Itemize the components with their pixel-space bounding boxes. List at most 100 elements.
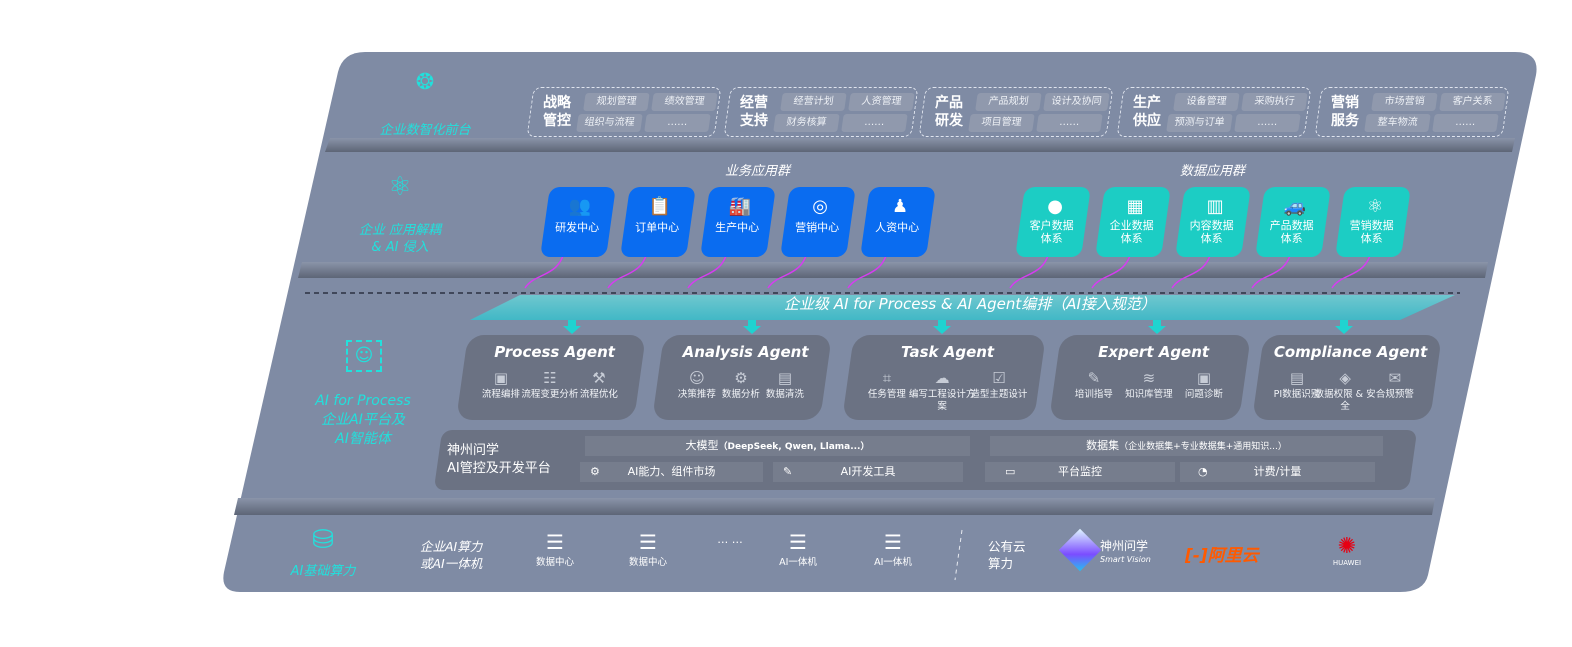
building-icon: ▦ <box>1126 196 1144 217</box>
data-apps-title: 数据应用群 <box>1180 164 1246 179</box>
data-app-card[interactable]: 🚙 产品数据 体系 <box>1255 187 1331 257</box>
aliyun-name: 阿里云 <box>1207 546 1259 566</box>
business-app-card[interactable]: ♟ 人资中心 <box>860 187 936 257</box>
billing-label: 计费/计量 <box>1253 465 1302 478</box>
monitor-label: 平台监控 <box>1058 465 1102 478</box>
front-group-item[interactable]: 产品规划 <box>975 93 1042 111</box>
people-icon: ♟ <box>892 196 909 217</box>
agent-card[interactable]: Expert Agent ✎ 培训指导 ≋ 知识库管理 ▣ 问题诊断 <box>1049 335 1251 420</box>
front-group-title: 战略 管控 <box>543 94 575 130</box>
front-group-item[interactable]: 经营计划 <box>780 93 847 111</box>
car-icon: 🚙 <box>1283 196 1307 217</box>
front-group-item: …… <box>1036 114 1103 132</box>
brain-icon: ❂ <box>415 70 435 95</box>
agent-card[interactable]: Compliance Agent ▤ PI数据识别 ◈ 数据权限 & 安全 ✉ 合规预警 <box>1252 335 1442 420</box>
billing-bar[interactable]: ◔ 计费/计量 <box>1180 462 1375 482</box>
agent-name: Task Agent <box>901 343 995 361</box>
front-group-title-line: 产品 <box>935 95 963 111</box>
user-scan-icon: ☺ <box>346 340 382 372</box>
business-app-label: 订单中心 <box>635 221 680 234</box>
agent-card[interactable]: Analysis Agent ☺ 决策推荐 ⚙ 数据分析 ▤ 数据清洗 <box>652 335 832 420</box>
layer-label-apps-line1: 企业 应用解耦 <box>358 223 442 238</box>
market-bar[interactable]: ⚙ AI能力、组件市场 <box>580 462 763 482</box>
front-group-title-line: 供应 <box>1133 113 1161 129</box>
agent-capability[interactable]: ✉ 合规预警 <box>1360 369 1430 401</box>
front-group-item[interactable]: 采购执行 <box>1241 93 1308 111</box>
data-app-label-line: 体系 <box>1120 232 1143 245</box>
front-group-item[interactable]: 预测与订单 <box>1166 114 1233 132</box>
market-label: AI能力、组件市场 <box>627 465 716 478</box>
layer-label-front: 企业数智化前台 <box>379 123 471 138</box>
clipboard-icon: 📋 <box>648 196 672 217</box>
agent-capability[interactable]: ⚒ 流程优化 <box>564 369 634 401</box>
agent-name: Compliance Agent <box>1273 343 1428 361</box>
team-icon: 👥 <box>568 196 592 217</box>
market-icon: ⚙ <box>590 465 600 478</box>
public-cloud-line2: 算力 <box>988 556 1014 571</box>
data-app-card[interactable]: ▦ 企业数据 体系 <box>1095 187 1171 257</box>
node-label: 数据中心 <box>535 557 574 568</box>
business-app-label: 生产中心 <box>715 221 760 234</box>
private-compute-label: 企业AI算力 或AI一体机 <box>420 538 482 572</box>
front-group-item[interactable]: 绩效管理 <box>651 93 718 111</box>
data-app-card[interactable]: ▥ 内容数据 体系 <box>1175 187 1251 257</box>
business-app-card[interactable]: 📋 订单中心 <box>620 187 696 257</box>
front-group-item[interactable]: 设备管理 <box>1173 93 1240 111</box>
front-group-item[interactable]: 市场营销 <box>1371 93 1438 111</box>
capability-icon: ✉ <box>1388 369 1402 387</box>
front-group-item[interactable]: 财务核算 <box>773 114 840 132</box>
data-app-label-line: 营销数据 <box>1349 219 1394 232</box>
devtools-icon: ✎ <box>783 465 793 478</box>
capability-label: 流程优化 <box>579 389 618 400</box>
dataset-note: （企业数据集+专业数据集+通用知识...） <box>1119 442 1287 452</box>
business-app-card[interactable]: 👥 研发中心 <box>540 187 616 257</box>
front-group-item[interactable]: 客户关系 <box>1439 93 1506 111</box>
llm-bar: 大模型（DeepSeek, Qwen, Llama...） <box>585 436 970 456</box>
data-app-card[interactable]: ● 客户数据 体系 <box>1015 187 1091 257</box>
front-group-item[interactable]: 整车物流 <box>1364 114 1431 132</box>
front-group-title-line: 生产 <box>1133 95 1161 111</box>
front-group-item[interactable]: 规划管理 <box>583 93 650 111</box>
llm-note: （DeepSeek, Qwen, Llama...） <box>718 442 870 452</box>
business-app-label: 营销中心 <box>795 221 840 234</box>
capability-label: 问题诊断 <box>1184 389 1223 400</box>
front-group-item[interactable]: 组织与流程 <box>576 114 643 132</box>
capability-icon: ☑ <box>992 369 1006 387</box>
server-icon: ☰ <box>639 530 657 554</box>
agent-capability[interactable]: ▤ 数据清洗 <box>750 369 820 401</box>
front-group-item[interactable]: 设计及协同 <box>1043 93 1110 111</box>
monitor-bar[interactable]: ▭ 平台监控 <box>985 462 1175 482</box>
capability-label: 数据清洗 <box>765 389 804 400</box>
capability-label: 造型主题设计 <box>970 389 1028 400</box>
agent-capability[interactable]: ▣ 问题诊断 <box>1169 369 1239 401</box>
business-app-card[interactable]: 🏭 生产中心 <box>700 187 776 257</box>
front-group: 战略管控 规划管理 绩效管理 组织与流程 …… <box>526 87 722 137</box>
front-group-item: …… <box>644 114 711 132</box>
front-group-item[interactable]: 项目管理 <box>968 114 1035 132</box>
layer-label-ai-line3: AI智能体 <box>335 431 391 447</box>
agent-name: Expert Agent <box>1098 343 1210 361</box>
front-group-title-line: 战略 <box>543 95 571 111</box>
agent-capability[interactable]: ☑ 造型主题设计 <box>964 369 1034 401</box>
server-icon: ☰ <box>884 530 902 554</box>
node-ai-appliance-2: ☰ AI一体机 <box>868 530 918 568</box>
agent-card[interactable]: Task Agent ⌗ 任务管理 ☁ 编写工程设计方案 ☑ 造型主题设计 <box>842 335 1046 420</box>
data-app-label: 产品数据 体系 <box>1259 219 1325 245</box>
dataset-label: 数据集 <box>1086 439 1120 452</box>
front-group-item: …… <box>1234 114 1301 132</box>
data-app-label: 客户数据 体系 <box>1019 219 1085 245</box>
devtools-bar[interactable]: ✎ AI开发工具 <box>773 462 963 482</box>
nodes-ellipsis: … … <box>717 533 743 546</box>
layer-label-apps: 企业 应用解耦 & AI 侵入 <box>335 222 465 256</box>
gauge-icon: ◔ <box>1198 465 1208 478</box>
business-app-label: 研发中心 <box>555 221 600 234</box>
agent-card[interactable]: Process Agent ▣ 流程编排 ☷ 流程变更分析 ⚒ 流程优化 <box>456 335 646 420</box>
front-group-item[interactable]: 人资管理 <box>848 93 915 111</box>
huawei-logo: ✺ HUAWEI <box>1322 535 1372 568</box>
business-app-card[interactable]: ◎ 营销中心 <box>780 187 856 257</box>
platform-title: 神州问学 AI管控及开发平台 <box>447 442 551 478</box>
data-app-card[interactable]: ⚛ 营销数据 体系 <box>1335 187 1411 257</box>
data-app-label: 营销数据 体系 <box>1339 219 1405 245</box>
books-icon: ▥ <box>1206 196 1224 217</box>
front-group-title-line: 管控 <box>543 113 571 129</box>
